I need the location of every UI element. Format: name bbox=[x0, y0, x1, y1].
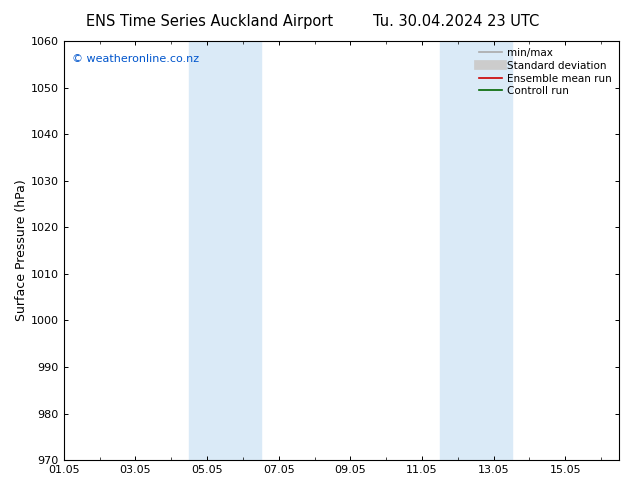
Text: ENS Time Series Auckland Airport: ENS Time Series Auckland Airport bbox=[86, 14, 333, 29]
Bar bbox=[440, 41, 512, 460]
Bar bbox=[189, 41, 261, 460]
Text: Tu. 30.04.2024 23 UTC: Tu. 30.04.2024 23 UTC bbox=[373, 14, 540, 29]
Legend: min/max, Standard deviation, Ensemble mean run, Controll run: min/max, Standard deviation, Ensemble me… bbox=[477, 46, 614, 98]
Text: © weatheronline.co.nz: © weatheronline.co.nz bbox=[72, 53, 199, 64]
Y-axis label: Surface Pressure (hPa): Surface Pressure (hPa) bbox=[15, 180, 28, 321]
